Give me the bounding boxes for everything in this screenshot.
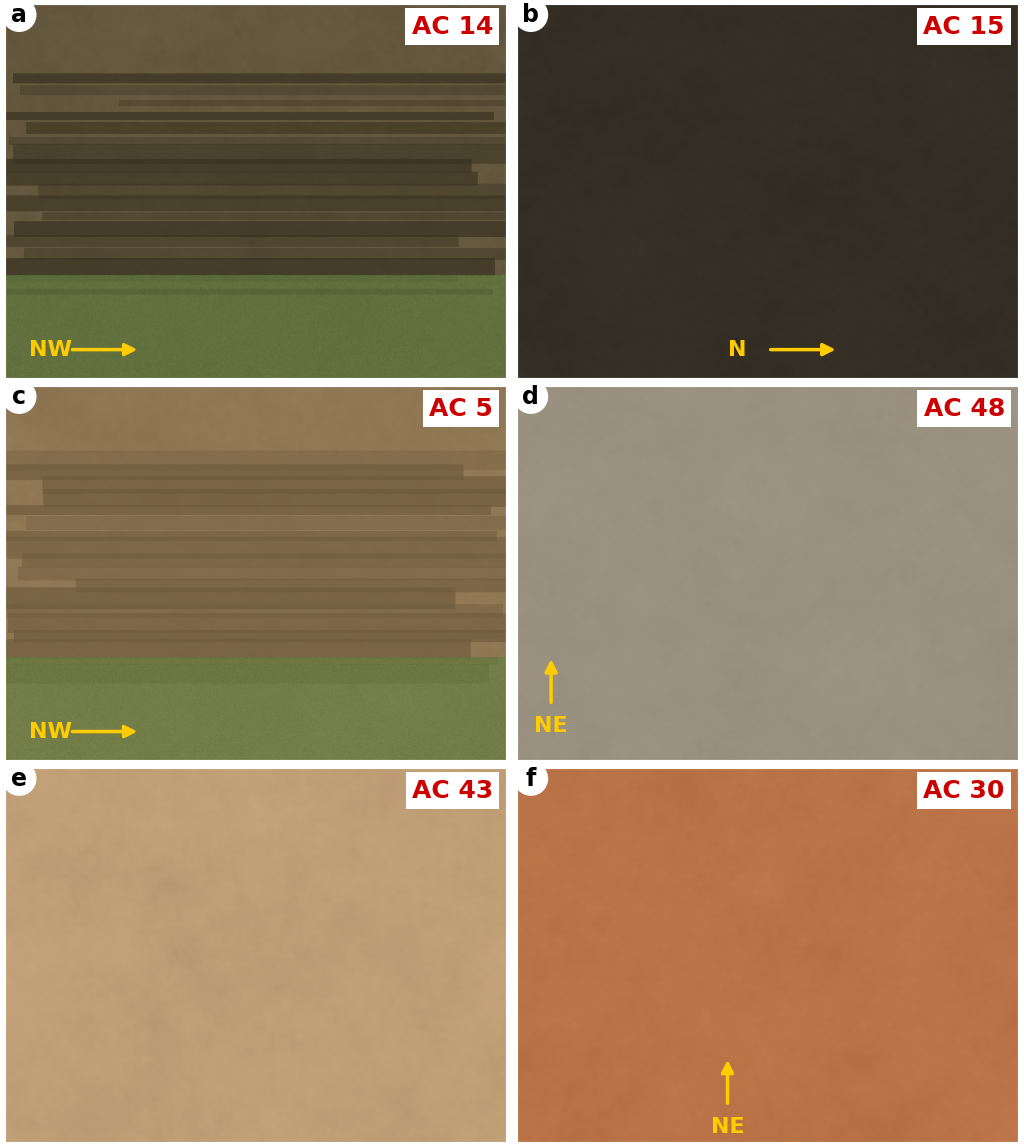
Text: AC 15: AC 15 bbox=[924, 15, 1005, 39]
Text: c: c bbox=[12, 384, 27, 408]
Text: AC 48: AC 48 bbox=[924, 397, 1005, 421]
Text: d: d bbox=[522, 384, 540, 408]
Text: e: e bbox=[11, 766, 28, 790]
Text: AC 43: AC 43 bbox=[412, 779, 494, 803]
Text: NW: NW bbox=[30, 721, 73, 742]
Text: NE: NE bbox=[711, 1117, 744, 1137]
Text: AC 30: AC 30 bbox=[924, 779, 1005, 803]
Text: AC 5: AC 5 bbox=[429, 397, 494, 421]
Text: N: N bbox=[727, 340, 746, 360]
Text: NW: NW bbox=[30, 340, 73, 360]
Text: f: f bbox=[525, 766, 537, 790]
Text: AC 14: AC 14 bbox=[412, 15, 494, 39]
Text: NE: NE bbox=[535, 717, 568, 736]
Text: b: b bbox=[522, 2, 540, 26]
Text: a: a bbox=[11, 2, 28, 26]
